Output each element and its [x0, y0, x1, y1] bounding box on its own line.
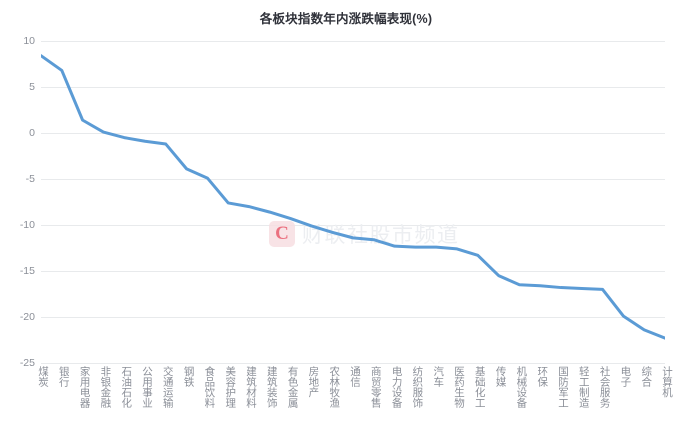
x-axis-tick-label: 家用电器: [78, 366, 91, 408]
x-axis-tick-label: 纺织服饰: [411, 366, 424, 408]
x-axis-tick-label: 轻工制造: [577, 366, 590, 408]
x-axis-tick-label: 房地产: [307, 366, 320, 398]
x-axis-tick-label: 电力设备: [390, 366, 403, 408]
x-axis-tick-label: 农林牧渔: [328, 366, 341, 408]
x-axis-tick-label: 社会服务: [598, 366, 611, 408]
plot-area: C 财联社股市频道: [41, 41, 665, 364]
y-axis-tick-label: -10: [19, 219, 35, 231]
x-axis-tick-label: 电子: [619, 366, 632, 387]
x-axis-tick-label: 综合: [640, 366, 653, 387]
y-axis-tick-label: -5: [25, 173, 35, 185]
x-axis-tick-label: 建筑装饰: [265, 366, 278, 408]
x-axis-tick-label: 医药生物: [453, 366, 465, 408]
x-axis: 煤炭 银行 家用电器 非银金融 石油石化 公用事业 交通运输 钢铁 食品饮料 美容护理 建筑材料 建筑…: [37, 366, 673, 424]
x-axis-tick-label: 汽车: [432, 366, 445, 387]
line-series: [41, 54, 665, 340]
x-axis-tick-label: 钢铁: [182, 366, 195, 387]
y-axis-tick-label: 10: [23, 35, 35, 47]
x-axis-tick-label: 基础化工: [473, 366, 486, 408]
y-axis-tick-label: -15: [19, 265, 35, 277]
x-axis-tick-label: 通信: [349, 366, 361, 387]
x-axis-tick-label: 银行: [57, 366, 70, 387]
gridline: [41, 179, 665, 180]
gridline: [41, 271, 665, 272]
x-axis-tick-label: 环保: [536, 366, 549, 387]
x-axis-tick-label: 传媒: [494, 366, 507, 387]
gridline: [41, 87, 665, 88]
x-axis-tick-label: 建筑材料: [245, 366, 257, 408]
y-axis-tick-label: 0: [29, 127, 35, 139]
x-axis-tick-label: 石油石化: [120, 366, 133, 408]
x-axis-tick-label: 公用事业: [141, 366, 153, 408]
gridline: [41, 133, 665, 134]
x-axis-tick-label: 计算机: [661, 366, 673, 398]
x-axis-tick-label: 煤炭: [37, 366, 49, 387]
chart-title: 各板块指数年内涨跌幅表现(%): [259, 12, 433, 26]
gridline: [41, 317, 665, 318]
y-axis-tick-label: 5: [29, 81, 35, 93]
x-axis-tick-label: 有色金属: [286, 366, 299, 408]
y-axis-tick-label: -25: [19, 357, 35, 369]
x-axis-tick-label: 国防军工: [557, 366, 569, 408]
x-axis-tick-label: 食品饮料: [203, 366, 216, 408]
x-axis-tick-label: 商贸零售: [369, 366, 382, 408]
x-axis-tick-label: 机械设备: [515, 366, 528, 408]
gridline: [41, 41, 665, 42]
gridline: [41, 363, 665, 364]
x-axis-tick-label: 非银金融: [99, 366, 112, 408]
x-axis-tick-label: 交通运输: [161, 366, 174, 408]
y-axis: 10 5 0 -5 -10 -15 -20 -25: [0, 36, 35, 369]
y-axis-tick-label: -20: [19, 311, 35, 323]
x-axis-tick-label: 美容护理: [224, 366, 237, 408]
gridline: [41, 225, 665, 226]
